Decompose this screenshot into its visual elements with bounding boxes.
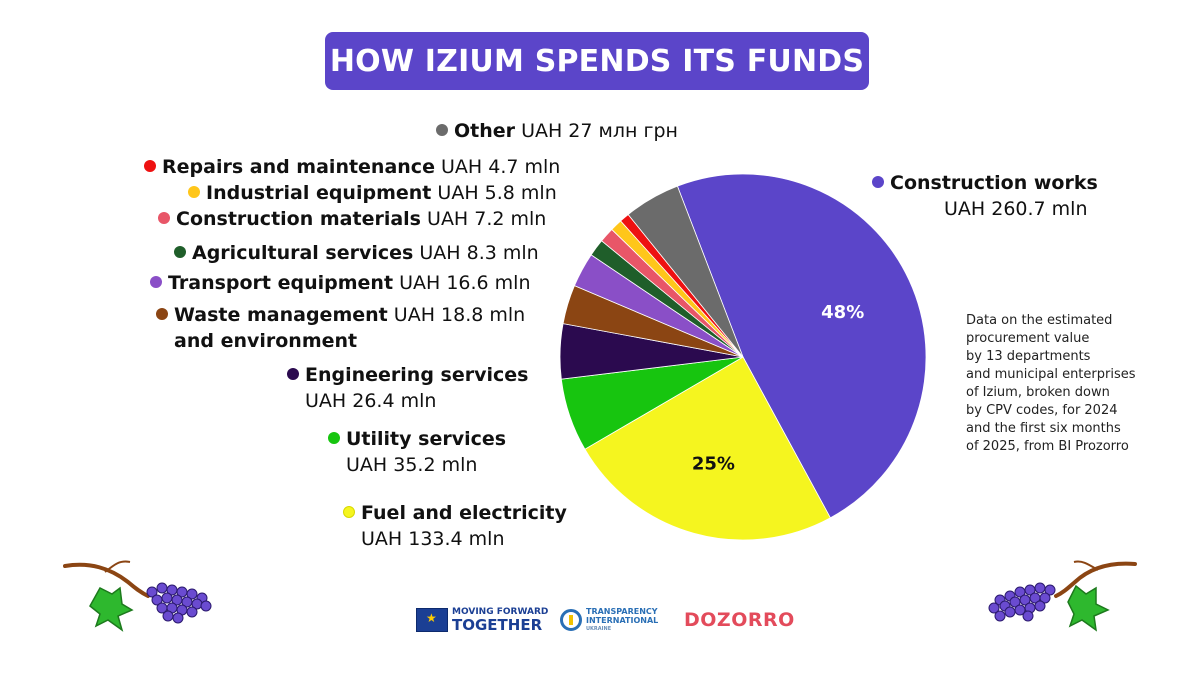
legend-value: UAH 27 млн грн	[521, 120, 678, 142]
legend-transport: Transport equipment UAH 16.6 mln	[150, 270, 531, 296]
legend-utility: Utility services UAH 35.2 mln	[328, 426, 506, 478]
legend-dot	[174, 246, 186, 258]
note-line: Data on the estimated	[966, 313, 1113, 328]
legend-value: UAH 5.8 mln	[437, 182, 557, 204]
legend-name: Other	[454, 120, 516, 142]
note-line: by CPV codes, for 2024	[966, 403, 1118, 418]
ti-logo-line1: TRANSPARENCY	[586, 606, 658, 616]
source-note: Data on the estimated procurement value …	[966, 312, 1166, 456]
dozorro-logo: DOZORRO	[684, 609, 795, 631]
legend-industrial: Industrial equipment UAH 5.8 mln	[188, 180, 557, 206]
eu-flag-icon	[416, 608, 448, 632]
ti-logo-line2: INTERNATIONAL	[586, 615, 659, 625]
legend-dot	[872, 176, 884, 188]
legend-name: Utility services	[346, 428, 507, 450]
legend-value: UAH 8.3 mln	[419, 242, 539, 264]
pie-data-label: 25%	[692, 454, 735, 475]
legend-agri: Agricultural services UAH 8.3 mln	[174, 240, 539, 266]
legend-value: UAH 18.8 mln	[393, 304, 526, 326]
title-banner: HOW IZIUM SPENDS ITS FUNDS	[325, 32, 869, 90]
legend-construction-works: Construction works UAH 260.7 mln	[872, 170, 1098, 222]
legend-other: Other UAH 27 млн грн	[436, 118, 678, 144]
legend-value: UAH 7.2 mln	[427, 208, 547, 230]
legend-name: Engineering services	[305, 364, 529, 386]
legend-dot	[188, 186, 200, 198]
legend-name: Transport equipment	[168, 272, 394, 294]
transparency-international-icon	[560, 609, 582, 631]
legend-value: UAH 35.2 mln	[346, 454, 478, 476]
eu-logo-line1: MOVING FORWARD	[452, 607, 549, 617]
legend-value: UAH 260.7 mln	[944, 198, 1088, 220]
legend-dot	[144, 160, 156, 172]
note-line: of Izium, broken down	[966, 385, 1110, 400]
legend-name: Waste management	[174, 304, 388, 326]
legend-name: Construction materials	[176, 208, 421, 230]
legend-dot	[158, 212, 170, 224]
legend-dot	[436, 124, 448, 136]
legend-name: Agricultural services	[192, 242, 414, 264]
legend-materials: Construction materials UAH 7.2 mln	[158, 206, 546, 232]
ti-logo-line3: UKRAINE	[586, 625, 612, 632]
logo-transparency-international: TRANSPARENCY INTERNATIONAL UKRAINE	[560, 605, 658, 635]
legend-waste: Waste management UAH 18.8 mln and enviro…	[156, 302, 525, 354]
grape-vine-left-icon	[63, 560, 212, 632]
legend-name: Industrial equipment	[206, 182, 432, 204]
legend-name: Fuel and electricity	[361, 502, 567, 524]
legend-engineering: Engineering services UAH 26.4 mln	[287, 362, 528, 414]
legend-value: UAH 4.7 mln	[441, 156, 561, 178]
logo-dozorro: DOZORRO	[684, 605, 795, 635]
legend-dot	[287, 368, 299, 380]
legend-value: UAH 133.4 mln	[361, 528, 505, 550]
legend-dot	[156, 308, 168, 320]
pie-slice-fuel-and-electricity	[584, 356, 831, 541]
legend-repairs: Repairs and maintenance UAH 4.7 mln	[144, 154, 560, 180]
eu-logo-line2: TOGETHER	[452, 616, 543, 634]
pie-slice-construction-works	[676, 173, 927, 519]
legend-fuel: Fuel and electricity UAH 133.4 mln	[343, 500, 567, 552]
note-line: and the first six months	[966, 421, 1121, 436]
logo-eu: MOVING FORWARD TOGETHER	[416, 605, 548, 635]
legend-name-line2: and environment	[174, 330, 358, 352]
legend-dot	[150, 276, 162, 288]
legend-dot	[343, 506, 355, 518]
note-line: and municipal enterprises	[966, 367, 1136, 382]
note-line: by 13 departments	[966, 349, 1091, 364]
grape-vine-right-icon	[988, 560, 1137, 632]
pie-data-label: 48%	[821, 302, 864, 323]
legend-value: UAH 16.6 mln	[399, 272, 531, 294]
page-title: HOW IZIUM SPENDS ITS FUNDS	[329, 43, 865, 79]
legend-name: Construction works	[890, 172, 1098, 194]
pie-slice-other	[627, 185, 744, 358]
legend-name: Repairs and maintenance	[162, 156, 435, 178]
legend-value: UAH 26.4 mln	[305, 390, 437, 412]
note-line: procurement value	[966, 331, 1090, 346]
note-line: of 2025, from BI Prozorro	[966, 439, 1129, 454]
legend-dot	[328, 432, 340, 444]
